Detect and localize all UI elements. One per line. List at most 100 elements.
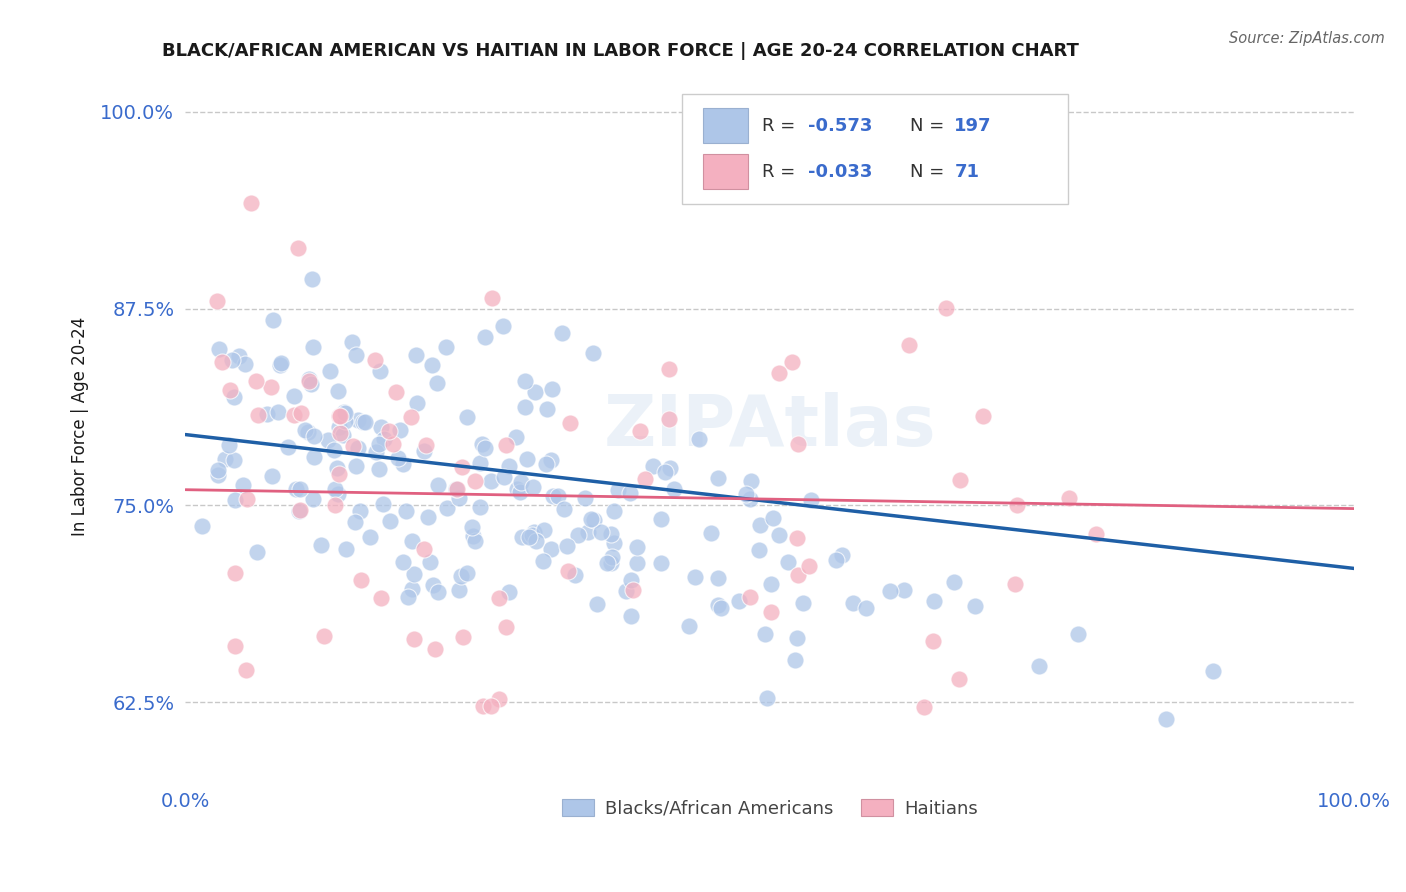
Text: BLACK/AFRICAN AMERICAN VS HAITIAN IN LABOR FORCE | AGE 20-24 CORRELATION CHART: BLACK/AFRICAN AMERICAN VS HAITIAN IN LAB…: [162, 42, 1078, 60]
Point: [582, 345, 605, 359]
Point: [547, 489, 569, 503]
Point: [211, 355, 233, 369]
Point: [309, 538, 332, 552]
Point: [461, 520, 484, 534]
Point: [270, 356, 292, 370]
Point: [283, 408, 305, 422]
Point: [329, 425, 352, 440]
Legend: Blacks/African Americans, Haitians: Blacks/African Americans, Haitians: [554, 792, 984, 825]
Point: [370, 420, 392, 434]
Point: [352, 415, 374, 429]
Point: [1005, 499, 1028, 513]
Point: [536, 401, 558, 416]
Point: [498, 458, 520, 473]
Point: [297, 425, 319, 439]
Point: [427, 585, 450, 599]
Point: [912, 699, 935, 714]
Point: [214, 452, 236, 467]
Point: [797, 559, 820, 574]
Point: [506, 483, 529, 497]
Point: [596, 557, 619, 571]
Point: [498, 584, 520, 599]
Point: [316, 434, 339, 448]
Point: [298, 372, 321, 386]
Point: [236, 491, 259, 506]
Point: [259, 380, 281, 394]
Point: [972, 409, 994, 423]
Point: [515, 374, 537, 388]
Point: [378, 425, 401, 439]
Point: [1004, 577, 1026, 591]
Point: [792, 596, 814, 610]
Point: [634, 472, 657, 486]
Point: [495, 620, 517, 634]
Point: [756, 691, 779, 706]
Point: [513, 400, 536, 414]
Point: [420, 358, 443, 372]
Point: [224, 453, 246, 467]
Point: [688, 432, 710, 446]
Point: [768, 366, 790, 380]
Point: [405, 396, 427, 410]
Point: [1067, 626, 1090, 640]
Point: [297, 374, 319, 388]
Point: [707, 598, 730, 612]
Point: [893, 582, 915, 597]
Point: [444, 482, 467, 496]
Point: [1059, 491, 1081, 506]
Point: [391, 458, 413, 472]
Point: [346, 442, 368, 456]
Point: [707, 571, 730, 585]
Point: [326, 384, 349, 398]
Text: N =: N =: [910, 162, 950, 180]
Point: [335, 542, 357, 557]
Point: [576, 525, 599, 540]
Point: [579, 512, 602, 526]
Point: [614, 583, 637, 598]
Point: [368, 462, 391, 476]
Point: [322, 443, 344, 458]
Point: [749, 518, 772, 533]
Point: [531, 554, 554, 568]
Point: [233, 357, 256, 371]
Point: [364, 353, 387, 368]
Point: [456, 409, 478, 424]
Point: [267, 405, 290, 419]
Point: [312, 629, 335, 643]
Text: N =: N =: [910, 117, 950, 135]
Point: [419, 556, 441, 570]
Point: [396, 590, 419, 604]
Point: [319, 363, 342, 377]
Point: [399, 410, 422, 425]
Point: [825, 553, 848, 567]
Point: [245, 374, 267, 388]
Point: [387, 451, 409, 466]
Point: [740, 474, 762, 488]
Point: [557, 564, 579, 578]
Point: [516, 452, 538, 467]
Point: [574, 491, 596, 506]
Point: [965, 599, 987, 614]
Point: [481, 291, 503, 305]
Point: [221, 353, 243, 368]
Point: [678, 619, 700, 633]
Point: [228, 349, 250, 363]
Text: Source: ZipAtlas.com: Source: ZipAtlas.com: [1229, 31, 1385, 46]
Point: [446, 483, 468, 497]
Point: [555, 539, 578, 553]
Point: [517, 530, 540, 544]
Point: [301, 272, 323, 286]
Point: [342, 335, 364, 350]
Point: [426, 478, 449, 492]
Point: [626, 540, 648, 554]
Point: [402, 567, 425, 582]
Point: [759, 605, 782, 619]
Point: [685, 570, 707, 584]
Point: [378, 514, 401, 528]
Point: [564, 568, 586, 582]
Point: [347, 413, 370, 427]
Point: [288, 482, 311, 496]
Point: [299, 377, 322, 392]
Point: [359, 530, 381, 544]
Point: [783, 653, 806, 667]
